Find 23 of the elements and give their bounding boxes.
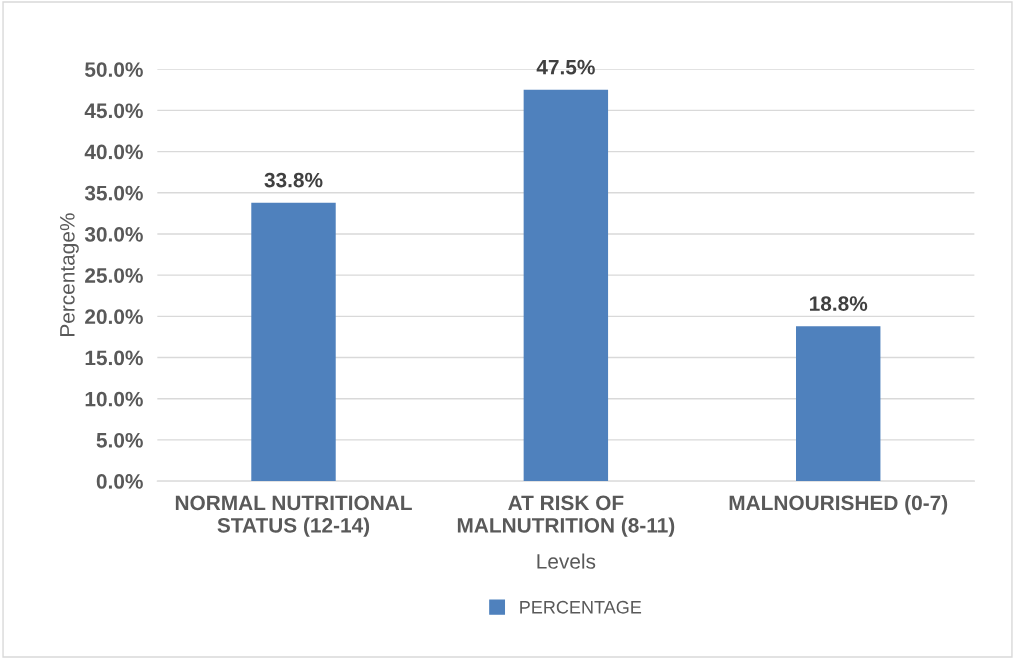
data-label: 33.8% <box>264 172 323 188</box>
y-axis-title: Percentage% <box>60 213 79 336</box>
y-tick-label: 20.0% <box>85 309 143 325</box>
y-tick-label: 50.0% <box>85 62 143 77</box>
x-tick-label: NORMAL NUTRITIONAL STATUS (12-14) <box>175 495 412 537</box>
y-tick-label: 30.0% <box>84 226 143 242</box>
legend-label: PERCENTAGE <box>520 600 642 614</box>
x-tick-label: MALNOURISHED (0-7) <box>729 494 948 515</box>
data-label: 47.5% <box>536 59 595 75</box>
x-tick-label: AT RISK OF MALNUTRITION (8-11) <box>457 495 675 537</box>
x-axis-title: Levels <box>537 553 596 569</box>
y-tick-label: 5.0% <box>96 432 143 448</box>
y-tick-label: 45.0% <box>84 103 143 119</box>
y-tick-label: 40.0% <box>84 144 143 160</box>
data-label: 18.8% <box>810 296 868 311</box>
y-tick-label: 25.0% <box>85 268 143 283</box>
y-tick-label: 35.0% <box>84 185 143 201</box>
bar <box>796 326 881 482</box>
y-tick-label: 0.0% <box>96 474 143 489</box>
y-tick-label: 15.0% <box>85 350 143 366</box>
bar <box>523 89 609 482</box>
bar <box>251 202 336 482</box>
y-tick-label: 10.0% <box>85 391 143 407</box>
